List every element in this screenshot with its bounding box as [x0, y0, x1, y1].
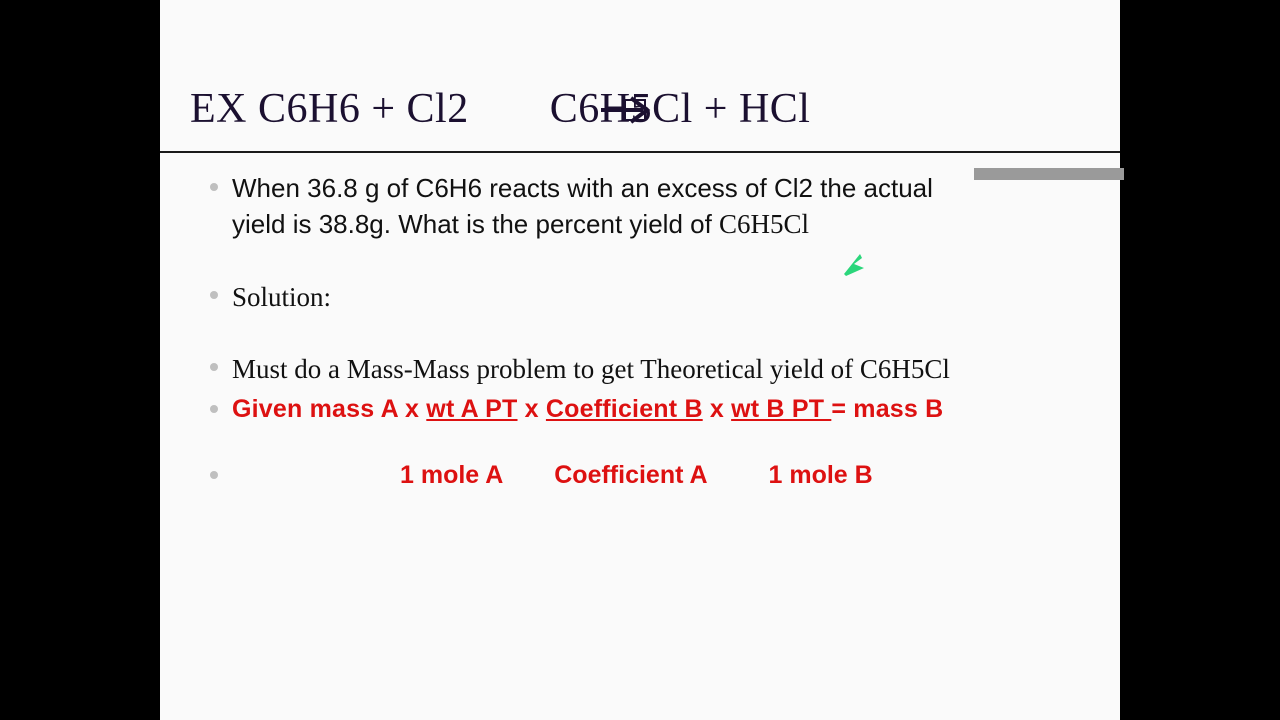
bullet-denom: 1 mole A Coefficient A 1 mole B: [210, 459, 1090, 493]
denom-moleB: 1 mole B: [768, 461, 872, 489]
solution-label: Solution:: [232, 279, 331, 315]
reaction-arrow-icon: [597, 90, 657, 130]
bullet-mass-mass: Must do a Mass-Mass problem to get Theor…: [210, 351, 1090, 387]
problem-text: When 36.8 g of C6H6 reacts with an exces…: [232, 171, 933, 243]
bullet-formula: Given mass A x wt A PT x Coefficient B x…: [210, 393, 1090, 427]
title-area: EX C6H6 + Cl2 C6H5Cl + HCl: [160, 0, 1120, 153]
formula-equals: = mass B: [831, 395, 943, 423]
title-plus1: +: [360, 86, 406, 132]
problem-line2: yield is 38.8g. What is the percent yiel…: [232, 209, 719, 239]
bullet-solution: Solution:: [210, 279, 1090, 315]
title-reactant2: Cl2: [407, 86, 469, 132]
formula-given: Given mass A x: [232, 395, 426, 423]
bullet-dot-icon: [210, 405, 218, 413]
formula-coefB: Coefficient B: [546, 395, 703, 423]
denom-moleA: 1 mole A: [400, 461, 502, 489]
title-product2: HCl: [739, 86, 811, 132]
corner-accent-bar: [974, 168, 1124, 180]
bullet-dot-icon: [210, 291, 218, 299]
bullet-problem: When 36.8 g of C6H6 reacts with an exces…: [210, 171, 1090, 243]
title-reactant1: C6H6: [258, 86, 360, 132]
bullet-dot-icon: [210, 363, 218, 371]
slide: EX C6H6 + Cl2 C6H5Cl + HCl When 36.8 g o…: [160, 0, 1120, 720]
problem-compound: C6H5Cl: [719, 209, 809, 239]
bullet-dot-icon: [210, 471, 218, 479]
denom-text: 1 mole A Coefficient A 1 mole B: [232, 459, 873, 493]
formula-wtA: wt A PT: [426, 395, 517, 423]
mass-mass-note: Must do a Mass-Mass problem to get Theor…: [232, 351, 950, 387]
title-plus2: +: [704, 86, 739, 132]
problem-line1: When 36.8 g of C6H6 reacts with an exces…: [232, 173, 933, 203]
formula-x1: x: [518, 395, 546, 423]
bullet-dot-icon: [210, 183, 218, 191]
pointer-arrow-icon: [840, 250, 868, 278]
formula-text: Given mass A x wt A PT x Coefficient B x…: [232, 393, 943, 427]
denom-coefA: Coefficient A: [554, 461, 706, 489]
body-area: When 36.8 g of C6H6 reacts with an exces…: [160, 153, 1120, 493]
formula-wtB: wt B PT: [731, 395, 831, 423]
title-ex: EX: [190, 86, 258, 132]
formula-x2: x: [703, 395, 731, 423]
